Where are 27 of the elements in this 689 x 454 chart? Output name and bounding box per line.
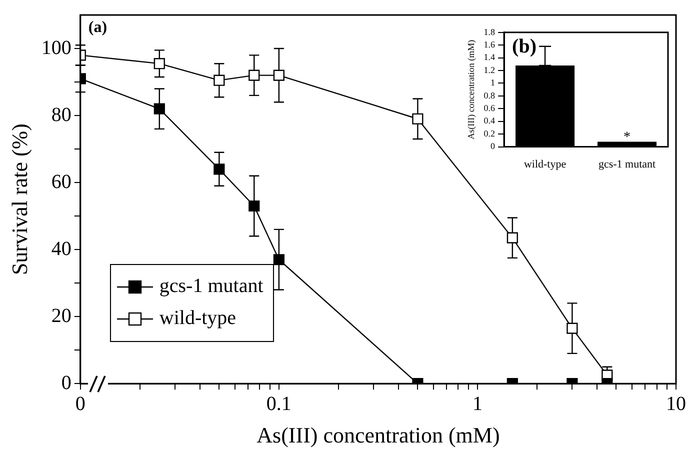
- x-axis-title: As(III) concentration (mM): [256, 422, 500, 448]
- y-tick-label: 0.6: [484, 103, 496, 114]
- y-tick-label: 100: [41, 36, 72, 59]
- y-tick-label: 1.2: [484, 64, 496, 75]
- x-tick-label: 0.1: [266, 392, 292, 415]
- y-tick-label: 0: [61, 372, 72, 394]
- y-axis-title: Survival rate (%): [6, 124, 32, 276]
- annotation: (a): [88, 19, 108, 36]
- y-tick-label: 0.8: [484, 90, 496, 100]
- y-tick-label: 20: [51, 304, 72, 327]
- legend-label: wild-type: [159, 307, 236, 330]
- x-tick-label: 0: [75, 392, 86, 415]
- y-tick-label: 1.6: [484, 39, 496, 50]
- y-tick-label: 1.4: [484, 52, 496, 62]
- y-tick-label: 0.4: [484, 116, 496, 126]
- y-tick-label: 0: [490, 141, 496, 152]
- y-tick-label: 1: [490, 78, 496, 88]
- annotation: *: [624, 130, 631, 146]
- y-tick-label: 80: [51, 104, 72, 126]
- legend-label: gcs-1 mutant: [159, 275, 264, 298]
- x-tick-label: 10: [666, 392, 686, 415]
- y-axis-title: As(III) concentration (mM): [466, 40, 476, 140]
- y-tick-label: 40: [51, 238, 72, 260]
- y-tick-label: 60: [51, 170, 72, 193]
- y-tick-label: 0.2: [484, 128, 496, 138]
- y-tick-label: 1.8: [484, 26, 496, 37]
- annotation: (b): [512, 36, 537, 58]
